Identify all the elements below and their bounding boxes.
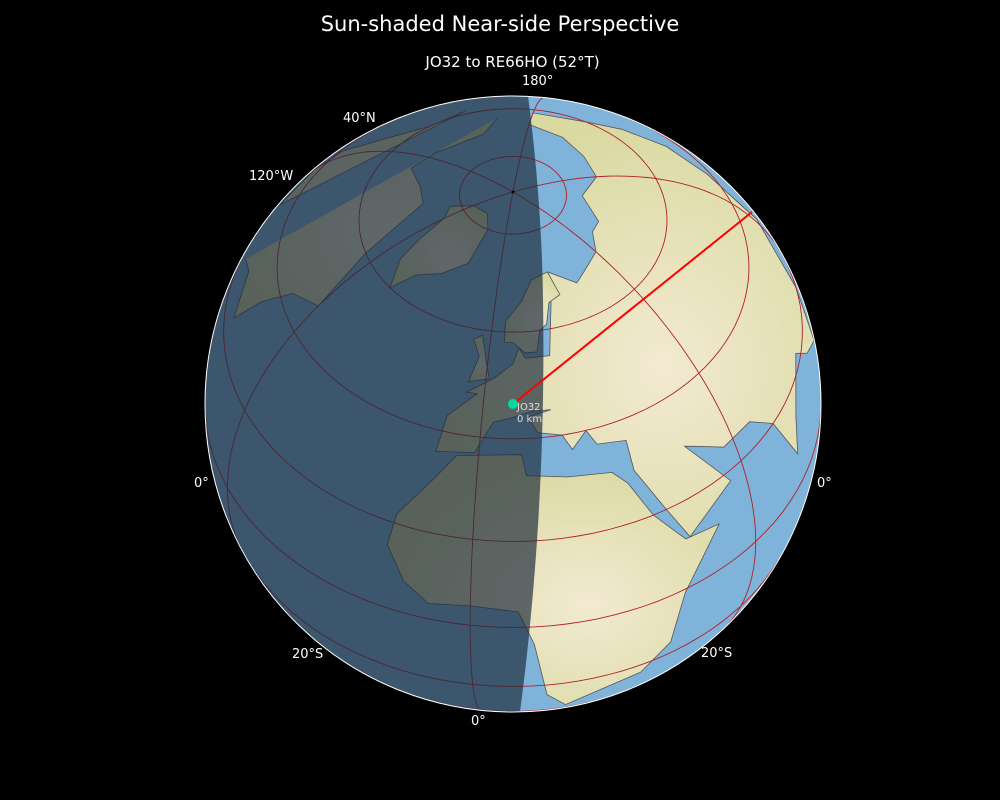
night-shade <box>205 96 544 712</box>
label-120w: 120°W <box>249 169 294 184</box>
label-left-equator: 0° <box>194 476 209 491</box>
station-marker[interactable] <box>508 399 518 409</box>
label-right-equator: 0° <box>817 476 832 491</box>
eurasia-land <box>435 112 815 538</box>
label-180: 180° <box>522 74 554 89</box>
meridian-line <box>512 175 782 254</box>
label-bottom-0: 0° <box>471 714 486 729</box>
label-40n: 40°N <box>343 111 376 126</box>
globe-outline <box>204 95 822 713</box>
label-20s-right: 20°S <box>701 646 733 661</box>
label-20s-left: 20°S <box>292 647 324 662</box>
station-label: JO32 <box>517 402 541 413</box>
figure-subtitle: JO32 to RE66HO (52°T) <box>425 53 600 71</box>
station-distance: 0 km <box>517 414 543 425</box>
great-circle-path <box>512 211 753 405</box>
meridian-line <box>512 191 757 630</box>
north-pole-marker <box>511 190 515 194</box>
figure-title: Sun-shaded Near-side Perspective <box>320 12 680 36</box>
